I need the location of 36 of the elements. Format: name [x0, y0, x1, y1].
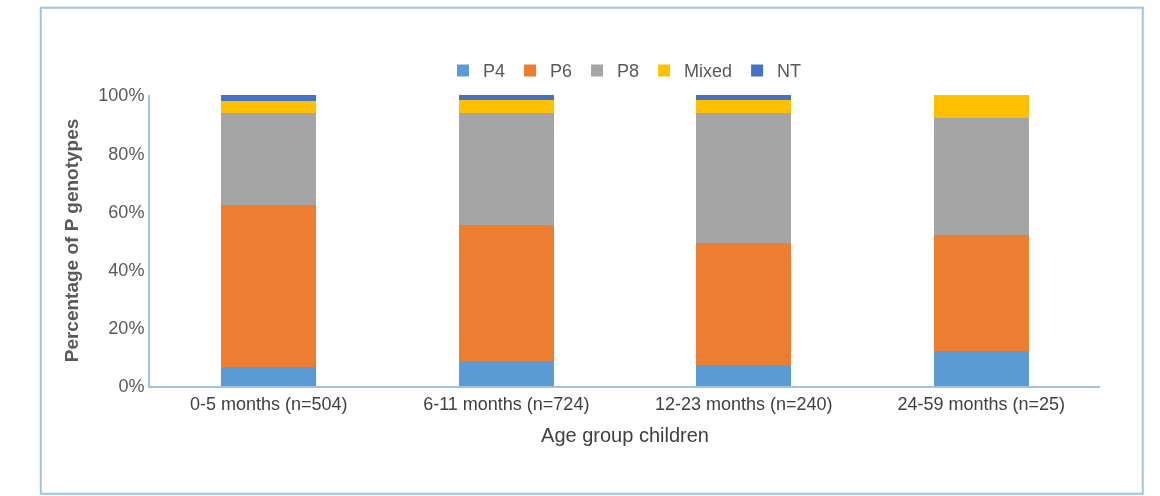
bar [696, 364, 792, 386]
y-tick-label: 80% [108, 143, 145, 164]
bar [458, 113, 554, 226]
y-tick-label: 0% [118, 376, 145, 397]
bar [458, 99, 554, 114]
bar [221, 367, 317, 386]
legend-label: NT [777, 61, 802, 82]
y-tick-label: 20% [108, 318, 145, 339]
bar [221, 101, 317, 114]
bar [696, 113, 792, 244]
bar [696, 99, 792, 114]
y-tick-label: 100% [98, 85, 145, 106]
x-tick-label: 12-23 months (n=240) [654, 393, 833, 414]
legend-label: P6 [550, 61, 573, 82]
y-tick-label: 60% [108, 201, 145, 222]
x-tick-label: 0-5 months (n=504) [189, 393, 348, 414]
bar [221, 204, 317, 368]
bar [221, 95, 317, 102]
bar [696, 95, 792, 100]
bar [933, 95, 1029, 119]
x-tick-label: 6-11 months (n=724) [423, 393, 590, 414]
bar [458, 225, 554, 361]
y-axis-title: Percentage of P genotypes [60, 118, 82, 363]
legend-label: Mixed [684, 61, 733, 82]
x-tick-label: 24-59 months (n=25) [897, 393, 1066, 414]
bar [221, 113, 317, 205]
bar [696, 243, 792, 365]
bar [933, 234, 1029, 352]
bar [458, 360, 554, 386]
bar [933, 118, 1029, 235]
bar [933, 351, 1029, 386]
y-tick-label: 40% [108, 259, 145, 280]
legend-label: P8 [617, 61, 640, 82]
x-axis-title: Age group children [541, 423, 709, 446]
bar [458, 95, 554, 100]
legend-label: P4 [483, 61, 506, 82]
